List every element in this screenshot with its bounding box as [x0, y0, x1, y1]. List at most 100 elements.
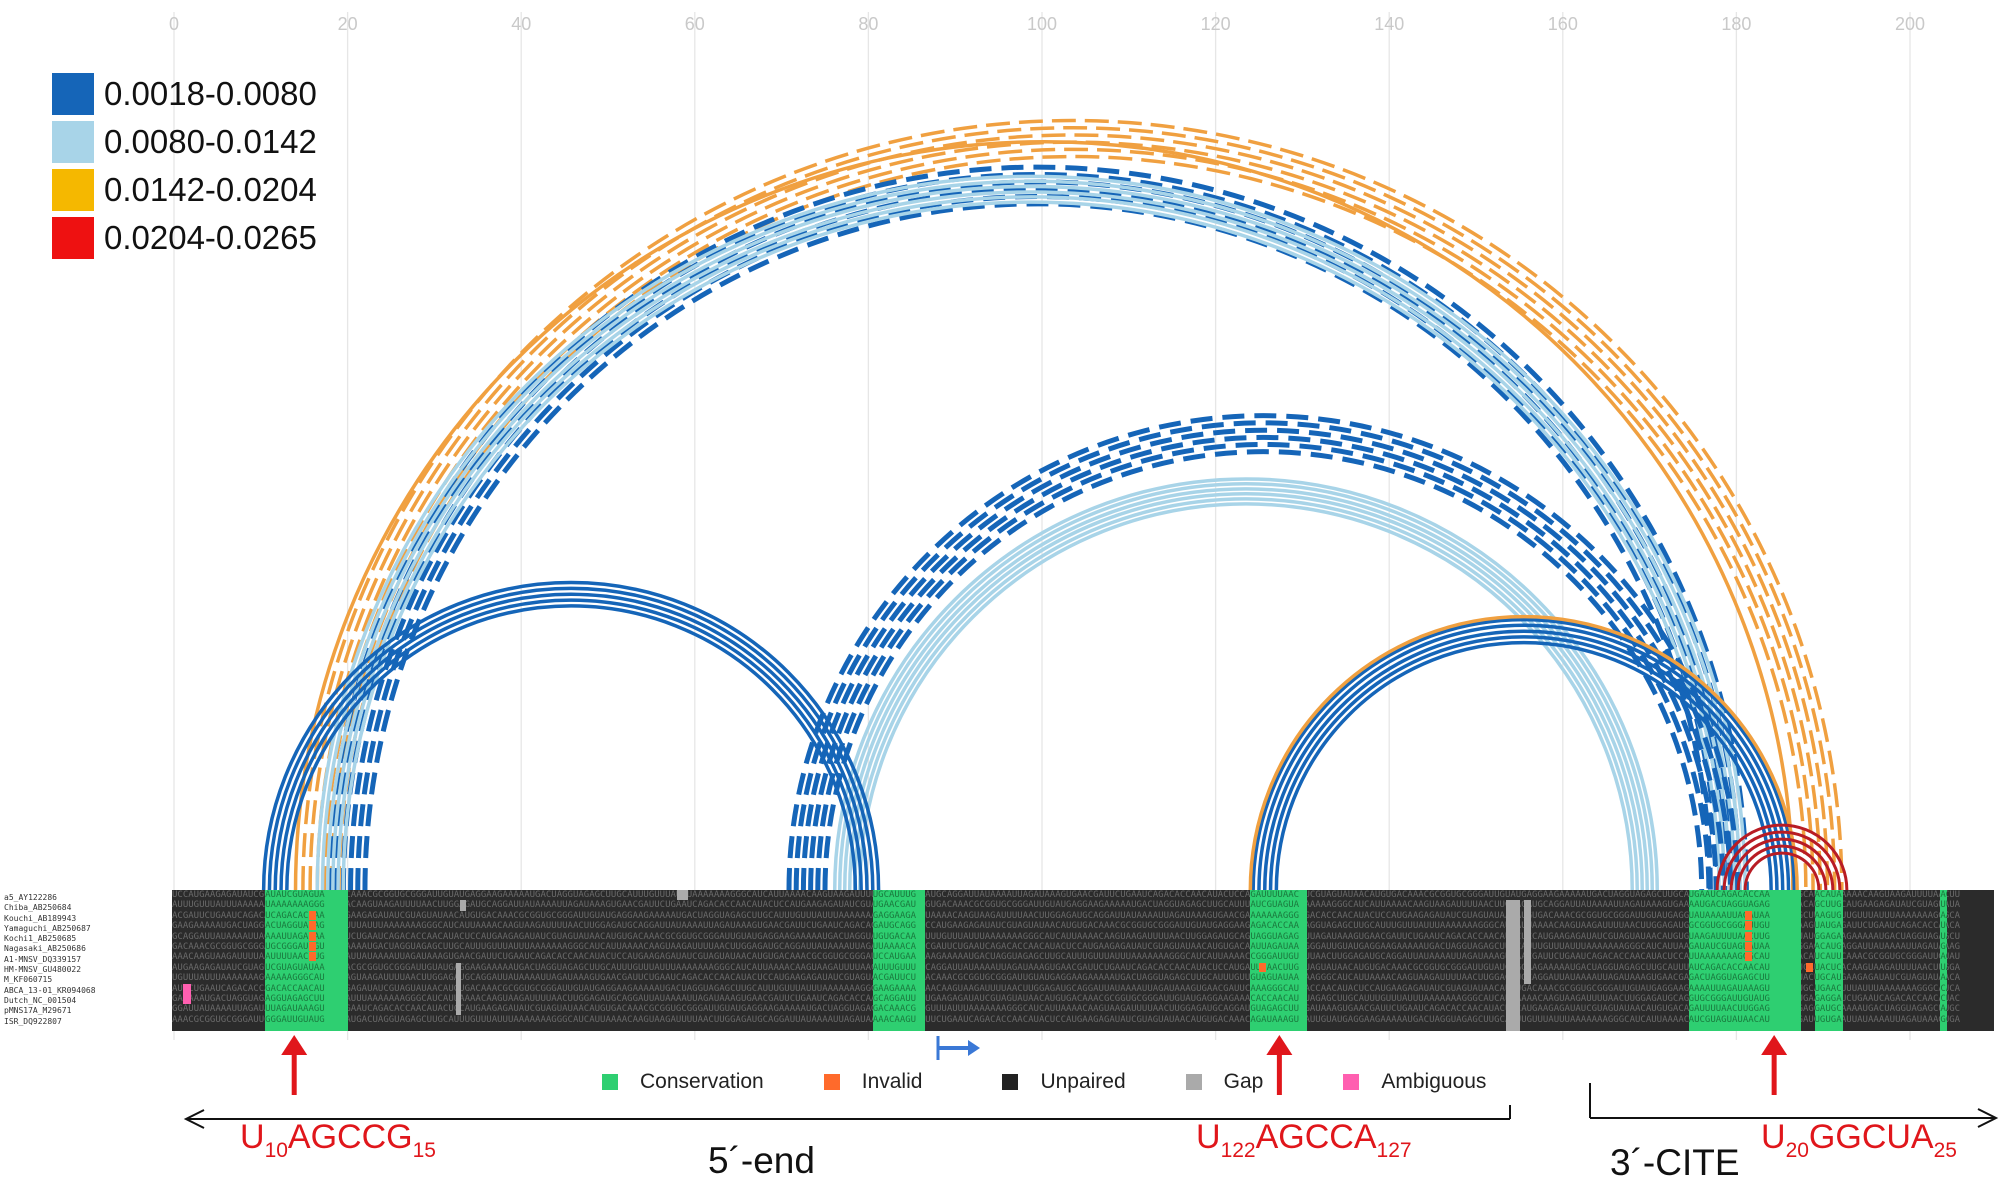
ambiguous-swatch	[1343, 1074, 1360, 1090]
invalid-marker	[1745, 921, 1753, 931]
conservation-text: AGUUAAUGUAGGAGUAAACACUAAGC	[1940, 890, 1947, 1025]
base-pair-arcs	[261, 118, 1849, 891]
sequence-alignment: UCCAUGAAGAGAUAUCGUAGUAUAACAUGUGACAAACGCG…	[172, 890, 1994, 1031]
small-red-arc	[1715, 823, 1849, 891]
left-hairpin-arc	[267, 586, 875, 891]
status-label: Conservation	[640, 1070, 764, 1093]
status-label: Invalid	[861, 1070, 923, 1093]
gap-region	[1506, 900, 1521, 1031]
invalid-swatch	[823, 1074, 840, 1090]
middle-lightblue-arc	[857, 502, 1634, 891]
conservation-text: GAUUUUAAC AUCGUAGUA AAAAAAGGG AGACACCAA UAGG…	[1250, 890, 1300, 1025]
axis-tick-label: 200	[1895, 14, 1926, 34]
status-legend-item: Invalid	[823, 1070, 923, 1094]
gap-region	[460, 900, 466, 911]
legend-entry: 0.0142-0.0204	[52, 166, 317, 214]
conservation-text: ACAUA GCUUG AAGUG UAUGA GGAGA ACAUG UCAUU UACUC…	[1814, 890, 1842, 1025]
legend-label: 0.0142-0.0204	[104, 171, 317, 208]
left-hairpin-arc	[285, 603, 858, 891]
legend-entry: 0.0204-0.0265	[52, 214, 317, 262]
lightblue-arc	[336, 195, 1726, 891]
sequence-name: Nagasaki_AB250686	[4, 944, 86, 954]
lightblue-arc	[341, 200, 1721, 891]
position-arrowhead	[281, 1035, 308, 1055]
gap-region	[677, 890, 688, 901]
annotation-arrows	[183, 1035, 1999, 1129]
small-red-arc	[1722, 830, 1842, 891]
invalid-marker	[308, 931, 316, 941]
conservation-text: AUAUCGUAGUA UAAAAAAAGGG UCAGACACCAA ACUAGGU…	[265, 890, 325, 1025]
invalid-marker	[1745, 952, 1753, 962]
outer-orange-dashed-arc	[329, 147, 1815, 891]
conservation-block: ACAUA GCUUG AAGUG UAUGA GGAGA ACAUG UCAUU UACUC…	[1814, 890, 1844, 1031]
gap-region	[456, 962, 462, 1015]
sequence-name: M_KF060715	[4, 975, 53, 985]
status-legend-item: Ambiguous	[1343, 1070, 1486, 1094]
invalid-marker	[1259, 962, 1266, 972]
legend-swatch	[52, 121, 94, 163]
invalid-marker	[308, 952, 316, 962]
axis-tick-label: 40	[511, 14, 532, 34]
status-label: Ambiguous	[1381, 1070, 1487, 1093]
sequence-name: pMNS17A_M29671	[4, 1006, 72, 1016]
right-hairpin-arc	[1268, 635, 1779, 891]
middle-lightblue-arc	[837, 481, 1654, 891]
conservation-block: AGUUAAUGUAGGAGUAAACACUAAGC	[1940, 890, 1948, 1031]
motif-label-5prime: U10AGCCG15	[240, 1118, 436, 1162]
lightblue-arc	[315, 174, 1747, 891]
axis-tick-label: 60	[684, 14, 705, 34]
right-hairpin-arc	[1274, 640, 1773, 891]
legend-swatch	[52, 217, 94, 259]
conservation-text: UGCAUUUG UGAACGAU GAGGAAGA GAUGCAGG UGUGACAA…	[872, 890, 917, 1025]
alignment-text: UCCAUGAAGAGAUAUCGUAGUAUAACAUGUGACAAACGCG…	[172, 890, 1961, 1025]
sequence-name: A1-MNSV_DQ339157	[4, 954, 82, 964]
axis-tick-label: 20	[337, 14, 358, 34]
axis-tick-label: 120	[1200, 14, 1231, 34]
motif-label-3cite: U20GGCUA25	[1761, 1118, 1957, 1162]
outer-orange-dashed-arc	[315, 133, 1830, 891]
conservation-swatch	[602, 1074, 618, 1090]
outer-orange-dashed-arc	[308, 126, 1837, 891]
status-legend: Conservation Invalid Unpaired Gap Ambigu…	[602, 1070, 1546, 1094]
conservation-block: UGAAUCAGACACCAA AAUGACUAGGUAGAG UAUAAAAUUA…	[1688, 890, 1802, 1031]
legend-entry: 0.0080-0.0142	[52, 118, 317, 166]
middle-lightblue-arc	[852, 497, 1639, 891]
axis-tick-label: 100	[1027, 14, 1058, 34]
status-label: Unpaired	[1040, 1070, 1126, 1093]
axis-tick-label: 180	[1721, 14, 1752, 34]
conservation-block: UGCAUUUG UGAACGAU GAGGAAGA GAUGCAGG UGUGACAA…	[872, 890, 925, 1031]
blue-dashed-arc	[326, 164, 1749, 891]
small-red-arc	[1743, 851, 1821, 891]
invalid-marker	[1745, 910, 1753, 920]
blue-dashed-arc	[355, 194, 1721, 891]
probability-legend: 0.0018-0.0080 0.0080-0.0142 0.0142-0.020…	[52, 70, 317, 262]
axis-tick-label: 160	[1547, 14, 1578, 34]
status-label: Gap	[1223, 1070, 1264, 1093]
right-hairpin-arc	[1251, 617, 1797, 891]
middle-blue-dashed-arc	[822, 449, 1705, 891]
three-prime-arrowhead	[1977, 1108, 1999, 1128]
legend-label: 0.0204-0.0265	[104, 219, 317, 256]
invalid-marker	[308, 910, 316, 920]
left-hairpin-arc	[273, 592, 869, 891]
blue-dashed-arc	[362, 201, 1713, 891]
region-label-5prime: 5´-end	[708, 1140, 815, 1181]
invalid-marker	[1805, 962, 1813, 972]
lightblue-arc	[320, 179, 1742, 891]
status-legend-item: Unpaired	[1002, 1070, 1126, 1094]
sequence-name: Yamaguchi_AB250687	[4, 923, 91, 933]
conservation-text: UGAAUCAGACACCAA AAUGACUAGGUAGAG UAUAAAAUUA…	[1688, 890, 1770, 1025]
small-red-arc	[1736, 844, 1828, 891]
position-arrowhead	[1266, 1035, 1293, 1055]
lightblue-arc	[331, 189, 1732, 891]
right-orange-arc	[1248, 614, 1799, 891]
position-arrowhead	[1761, 1035, 1788, 1055]
invalid-marker	[1745, 942, 1753, 951]
blue-dashed-arc	[348, 186, 1728, 891]
legend-entry: 0.0018-0.0080	[52, 70, 317, 118]
outer-orange-solid-arc	[293, 139, 1795, 891]
invalid-marker	[1745, 931, 1753, 941]
motif-label-middle: U122AGCCA127	[1196, 1118, 1412, 1162]
lightblue-arc	[325, 184, 1737, 891]
